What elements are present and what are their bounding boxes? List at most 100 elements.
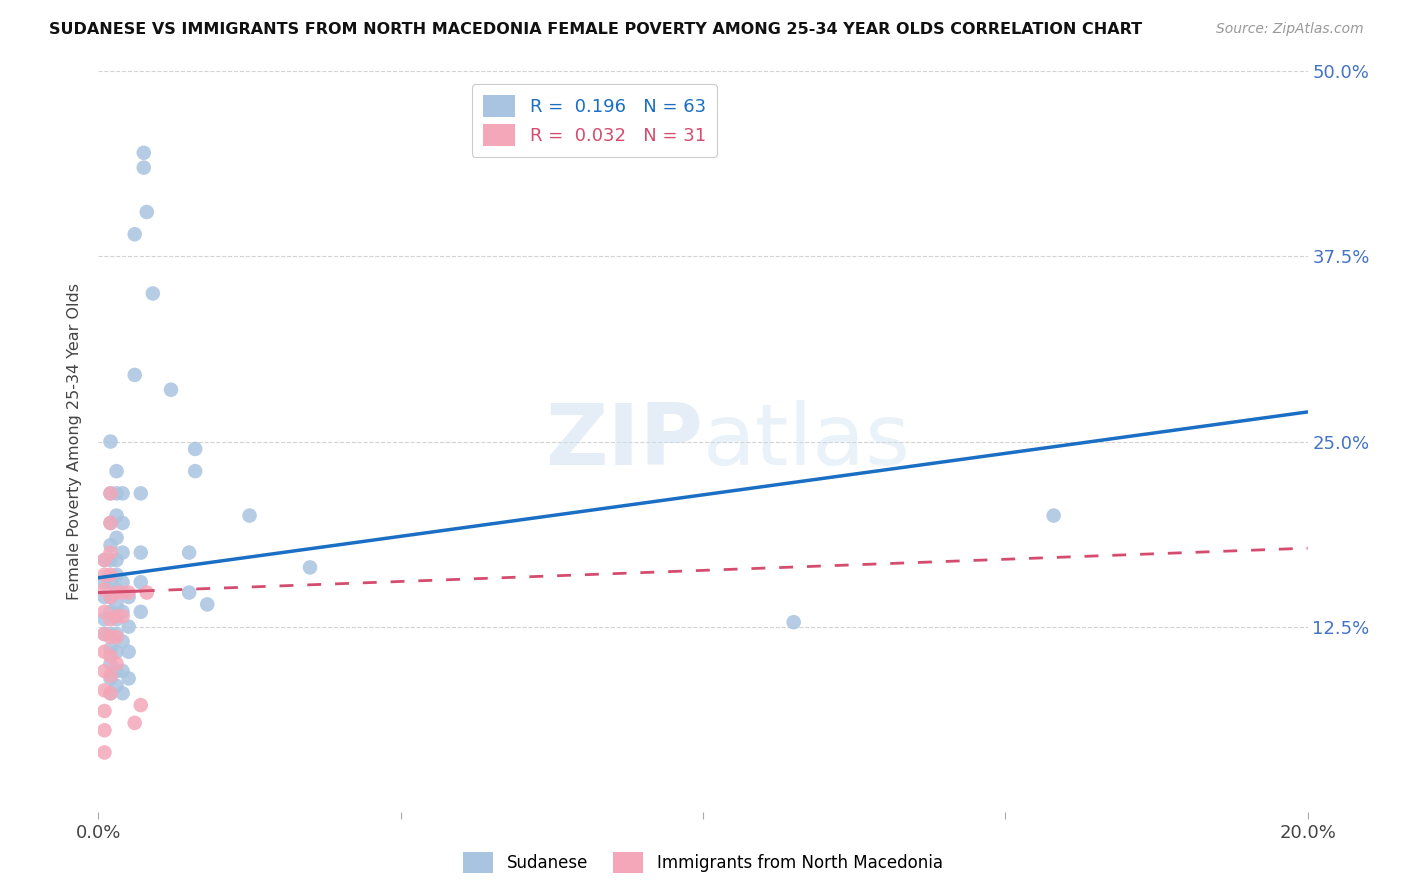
Point [105,585,128,599]
Point [118,619,141,633]
Point [105,464,128,478]
Point [100,567,122,582]
Point [100,516,122,530]
Point [111,609,134,624]
Point [100,553,122,567]
Point [93,553,115,567]
Point [93,645,115,659]
Point [100,627,122,641]
Point [184,464,207,478]
Point [124,368,146,382]
Text: ZIP: ZIP [546,400,703,483]
Point [93,723,115,738]
Point [129,605,152,619]
Point [124,227,146,242]
Point [783,615,806,630]
Point [179,546,201,560]
Point [111,634,134,648]
Point [93,746,115,760]
Legend: Sudanese, Immigrants from North Macedonia: Sudanese, Immigrants from North Macedoni… [457,846,949,880]
Point [100,590,122,604]
Point [160,383,183,397]
Point [100,516,122,530]
Point [105,553,128,567]
Point [179,585,201,599]
Point [129,698,152,712]
Point [105,627,128,641]
Point [100,672,122,686]
Point [105,664,128,678]
Text: Source: ZipAtlas.com: Source: ZipAtlas.com [1216,22,1364,37]
Point [105,531,128,545]
Point [111,585,134,599]
Point [118,645,141,659]
Point [100,686,122,700]
Point [118,590,141,604]
Point [111,686,134,700]
Point [100,575,122,590]
Point [111,664,134,678]
Point [142,286,165,301]
Point [1042,508,1064,523]
Point [93,612,115,626]
Point [100,641,122,656]
Point [93,605,115,619]
Point [105,609,128,624]
Point [100,612,122,626]
Point [135,205,157,219]
Point [100,657,122,671]
Point [132,145,155,160]
Point [100,605,122,619]
Point [111,605,134,619]
Point [93,582,115,597]
Point [129,575,152,590]
Point [93,627,115,641]
Legend: R =  0.196   N = 63, R =  0.032   N = 31: R = 0.196 N = 63, R = 0.032 N = 31 [472,84,717,157]
Point [299,560,322,574]
Point [129,546,152,560]
Point [105,679,128,693]
Point [93,575,115,590]
Point [105,630,128,644]
Point [118,585,141,599]
Point [100,538,122,552]
Point [93,590,115,604]
Text: SUDANESE VS IMMIGRANTS FROM NORTH MACEDONIA FEMALE POVERTY AMONG 25-34 YEAR OLDS: SUDANESE VS IMMIGRANTS FROM NORTH MACEDO… [49,22,1142,37]
Point [100,630,122,644]
Y-axis label: Female Poverty Among 25-34 Year Olds: Female Poverty Among 25-34 Year Olds [67,283,83,600]
Point [239,508,262,523]
Point [105,598,128,612]
Point [105,508,128,523]
Point [93,567,115,582]
Point [195,598,218,612]
Point [100,486,122,500]
Point [184,442,207,456]
Point [118,672,141,686]
Point [132,161,155,175]
Point [100,590,122,604]
Point [135,585,157,599]
Point [129,486,152,500]
Point [111,516,134,530]
Point [105,612,128,626]
Point [111,546,134,560]
Point [105,657,128,671]
Point [100,546,122,560]
Point [100,434,122,449]
Point [100,486,122,500]
Point [100,686,122,700]
Point [100,649,122,664]
Point [111,575,134,590]
Point [105,645,128,659]
Point [93,664,115,678]
Point [93,627,115,641]
Point [93,683,115,698]
Point [105,567,128,582]
Text: atlas: atlas [703,400,911,483]
Point [93,553,115,567]
Point [111,486,134,500]
Point [124,715,146,730]
Point [105,582,128,597]
Point [100,668,122,682]
Point [105,486,128,500]
